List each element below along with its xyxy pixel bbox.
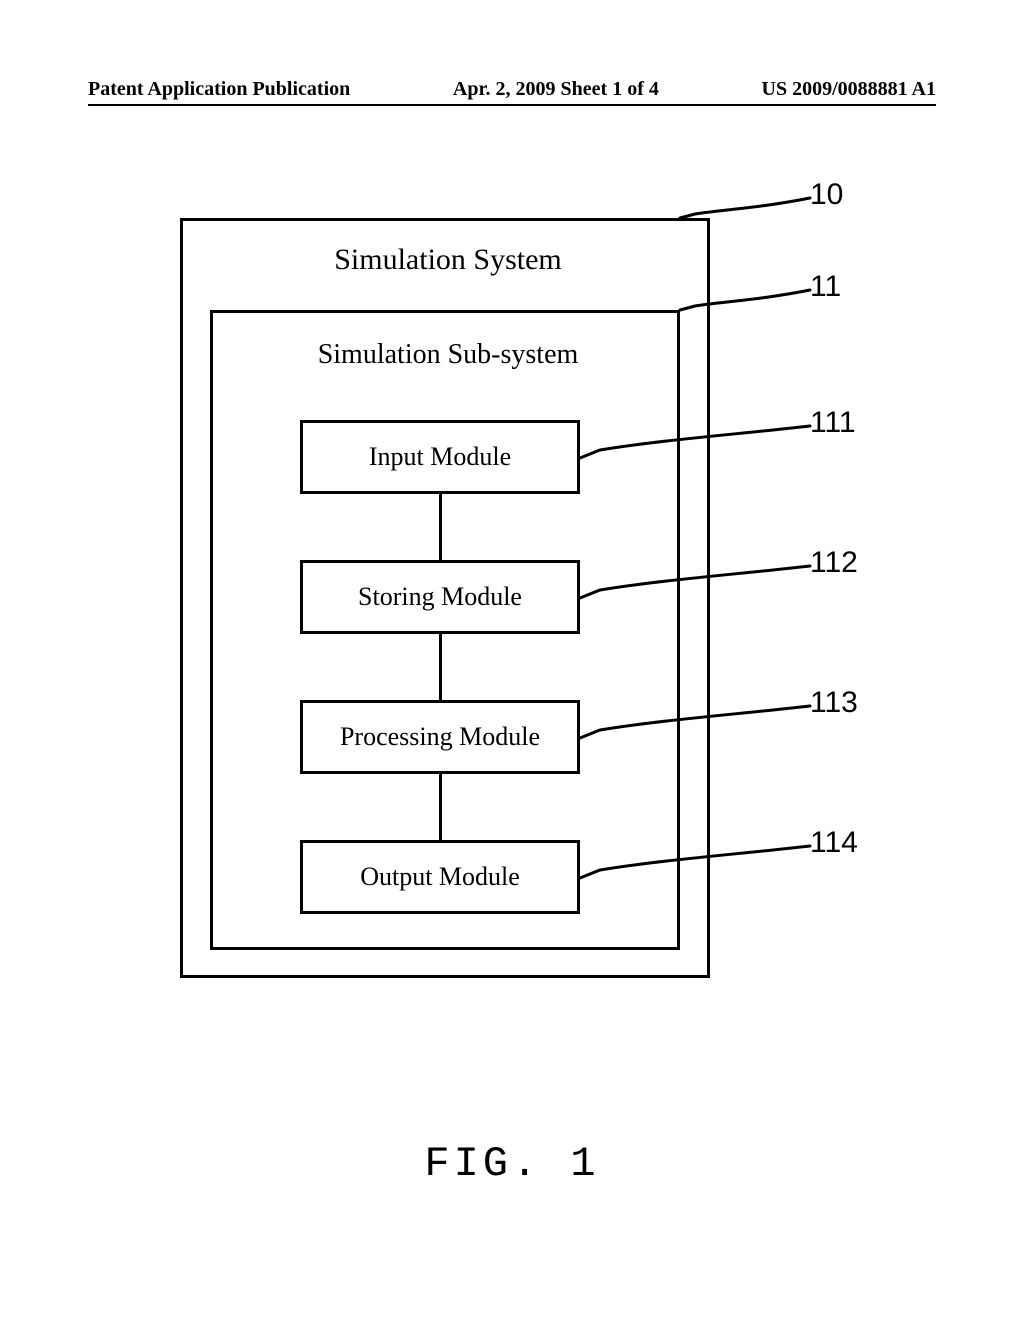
storing-module-label: Storing Module (303, 582, 577, 612)
header-left: Patent Application Publication (88, 78, 350, 101)
header-rule (88, 104, 936, 106)
connector-storing-processing (439, 634, 442, 700)
output-module-box: Output Module (300, 840, 580, 914)
processing-module-box: Processing Module (300, 700, 580, 774)
ref-number-10: 10 (810, 178, 843, 212)
input-module-box: Input Module (300, 420, 580, 494)
header-right: US 2009/0088881 A1 (762, 78, 936, 101)
connector-processing-output (439, 774, 442, 840)
ref-number-111: 111 (810, 406, 856, 440)
ref-number-114: 114 (810, 826, 858, 860)
ref-number-113: 113 (810, 686, 858, 720)
figure-caption: FIG. 1 (0, 1140, 1024, 1188)
ref-number-112: 112 (810, 546, 858, 580)
output-module-label: Output Module (303, 862, 577, 892)
storing-module-box: Storing Module (300, 560, 580, 634)
connector-input-storing (439, 494, 442, 560)
patent-header: Patent Application Publication Apr. 2, 2… (88, 78, 936, 101)
processing-module-label: Processing Module (303, 722, 577, 752)
simulation-subsystem-title: Simulation Sub-system (213, 339, 683, 371)
ref-number-11: 11 (810, 270, 841, 304)
page: Patent Application Publication Apr. 2, 2… (0, 0, 1024, 1320)
header-center: Apr. 2, 2009 Sheet 1 of 4 (453, 78, 659, 101)
input-module-label: Input Module (303, 442, 577, 472)
simulation-system-title: Simulation System (183, 243, 713, 277)
